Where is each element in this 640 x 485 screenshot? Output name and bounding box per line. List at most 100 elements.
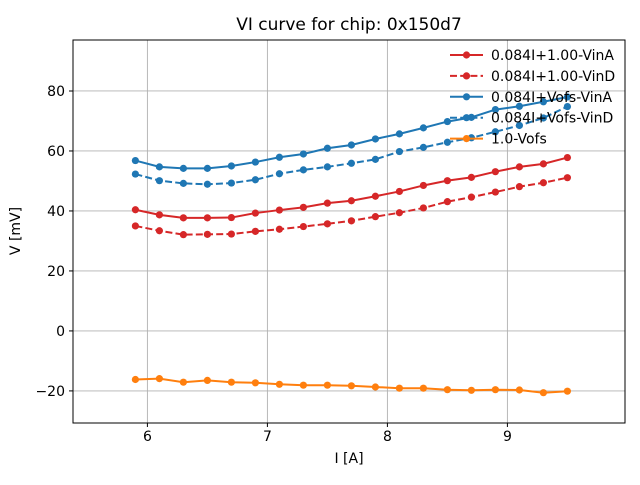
- series-markers-1.0-Vofs: [131, 375, 572, 397]
- data-point: [419, 384, 427, 392]
- data-point: [515, 183, 524, 191]
- data-point: [539, 98, 548, 106]
- data-point: [371, 383, 379, 391]
- data-point: [179, 378, 187, 386]
- data-point: [491, 188, 499, 196]
- data-point: [155, 375, 163, 383]
- data-point: [299, 150, 307, 158]
- data-point: [395, 130, 403, 138]
- data-point: [299, 222, 307, 231]
- data-point: [539, 389, 548, 397]
- data-point: [467, 173, 475, 181]
- data-point: [443, 386, 451, 394]
- data-point: [515, 386, 524, 394]
- data-point: [323, 381, 331, 389]
- data-point: [419, 124, 427, 132]
- x-tick-label: 9: [503, 429, 512, 445]
- data-point: [131, 222, 139, 230]
- data-point: [467, 386, 475, 394]
- grid-layer: [73, 40, 625, 423]
- data-point: [491, 168, 499, 176]
- data-point: [155, 211, 163, 219]
- data-point: [275, 170, 283, 178]
- data-point: [539, 179, 548, 187]
- data-point: [155, 163, 163, 171]
- data-point: [275, 206, 283, 214]
- legend-item-0.084I+1.00-VinA: 0.084I+1.00-VinA: [450, 48, 614, 64]
- data-point: [251, 227, 259, 235]
- x-tick-label: 8: [383, 429, 392, 445]
- legend-item-0.084I+1.00-VinD: 0.084I+1.00-VinD: [450, 69, 615, 85]
- legend-marker-sample: [462, 93, 471, 101]
- data-point: [275, 225, 283, 233]
- y-tick-label: −20: [35, 384, 65, 400]
- data-point: [347, 141, 355, 149]
- data-point: [371, 155, 379, 163]
- data-point: [131, 170, 139, 178]
- data-point: [323, 163, 331, 171]
- data-point: [203, 214, 211, 222]
- series-markers-0.084I+Vofs-VinA: [131, 93, 572, 172]
- legend-item-0.084I+Vofs-VinA: 0.084I+Vofs-VinA: [450, 90, 612, 106]
- data-point: [563, 153, 572, 162]
- data-point: [227, 230, 235, 238]
- data-point: [203, 164, 211, 172]
- series-layer: [131, 93, 572, 397]
- data-point: [299, 381, 307, 389]
- data-point: [563, 174, 572, 182]
- data-point: [203, 230, 211, 238]
- data-point: [443, 198, 451, 206]
- data-point: [395, 147, 403, 156]
- data-point: [251, 176, 259, 184]
- y-tick-label: 80: [47, 84, 65, 100]
- data-point: [419, 181, 427, 190]
- data-point: [395, 209, 403, 217]
- data-point: [563, 387, 572, 395]
- x-tick-label: 6: [143, 429, 152, 445]
- legend-item-0.084I+Vofs-VinD: 0.084I+Vofs-VinD: [450, 111, 613, 127]
- data-point: [347, 159, 355, 167]
- data-point: [467, 193, 475, 201]
- data-point: [131, 206, 139, 214]
- data-point: [251, 158, 259, 166]
- data-point: [323, 199, 331, 207]
- legend-label: 0.084I+Vofs-VinD: [491, 111, 613, 127]
- series-markers-0.084I+1.00-VinA: [131, 153, 572, 222]
- data-point: [299, 203, 307, 211]
- data-point: [443, 138, 451, 146]
- x-axis-label: I [A]: [334, 451, 363, 467]
- data-point: [323, 144, 331, 152]
- axes-border: [72, 39, 626, 424]
- data-point: [275, 153, 283, 161]
- data-point: [563, 102, 572, 111]
- y-tick-label: 20: [47, 264, 65, 280]
- y-axis-label: V [mV]: [8, 207, 24, 255]
- data-point: [371, 135, 379, 143]
- data-point: [539, 114, 548, 122]
- data-point: [227, 378, 235, 386]
- data-point: [179, 214, 187, 222]
- data-point: [251, 379, 259, 387]
- data-point: [371, 213, 379, 221]
- y-tick-label: 40: [47, 204, 65, 220]
- legend-item-1.0-Vofs: 1.0-Vofs: [450, 132, 547, 148]
- data-point: [227, 162, 235, 170]
- data-point: [419, 204, 427, 212]
- legend-label: 0.084I+Vofs-VinA: [491, 90, 612, 106]
- data-point: [347, 382, 355, 390]
- data-point: [443, 117, 451, 126]
- data-point: [227, 179, 235, 187]
- data-point: [227, 213, 235, 222]
- legend-marker-sample: [462, 135, 471, 143]
- x-tick-label: 7: [263, 429, 272, 445]
- data-point: [371, 192, 379, 200]
- data-point: [323, 220, 331, 228]
- data-point: [299, 166, 307, 174]
- data-point: [347, 197, 355, 205]
- y-tick-label: 60: [47, 144, 65, 160]
- chart-title: VI curve for chip: 0x150d7: [236, 15, 462, 35]
- data-point: [515, 163, 524, 171]
- data-point: [131, 375, 139, 384]
- legend-marker-sample: [462, 51, 471, 59]
